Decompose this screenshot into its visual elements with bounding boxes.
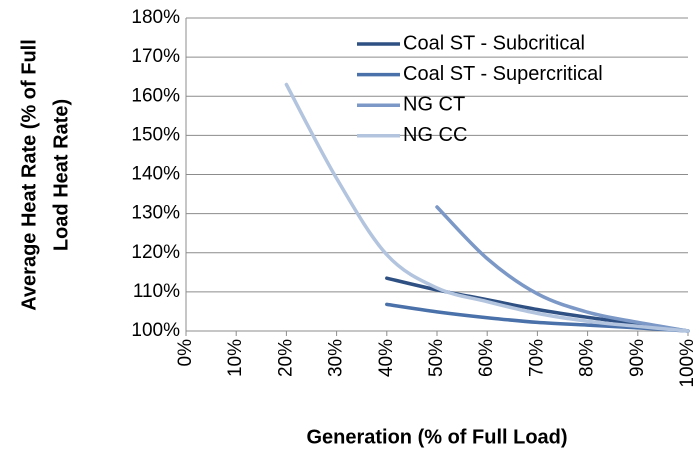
y-axis-title: Load Heat Rate): [50, 99, 72, 251]
x-tick-label: 40%: [376, 339, 397, 377]
x-tick-label: 70%: [526, 339, 547, 377]
y-tick-label: 110%: [133, 281, 180, 302]
x-tick-label: 100%: [677, 339, 698, 388]
y-tick-label: 130%: [131, 203, 180, 224]
x-tick-label: 30%: [326, 339, 347, 377]
y-tick-label: 150%: [131, 124, 180, 145]
x-tick-label: 20%: [275, 339, 296, 377]
x-tick-label: 90%: [627, 339, 648, 377]
y-tick-label: 140%: [131, 164, 180, 185]
legend-label: NG CT: [403, 93, 465, 115]
legend-label: Coal ST - Supercritical: [403, 63, 603, 85]
x-tick-label: 10%: [225, 339, 246, 377]
x-tick-label: 60%: [476, 339, 497, 377]
y-tick-label: 160%: [131, 85, 180, 106]
x-axis-title: Generation (% of Full Load): [306, 426, 567, 448]
line-series: [284, 82, 690, 333]
y-axis-title: Average Heat Rate (% of Full: [18, 39, 40, 311]
x-tick-label: 80%: [577, 339, 598, 377]
x-tick-label: 0%: [175, 339, 196, 367]
legend-label: Coal ST - Subcritical: [403, 32, 585, 54]
x-tick-label: 50%: [426, 339, 447, 377]
y-tick-label: 170%: [131, 46, 180, 67]
y-tick-label: 180%: [131, 7, 180, 28]
legend-label: NG CC: [403, 124, 467, 146]
y-tick-label: 120%: [131, 242, 180, 263]
line-series: [435, 205, 690, 333]
y-tick-label: 100%: [131, 320, 180, 341]
